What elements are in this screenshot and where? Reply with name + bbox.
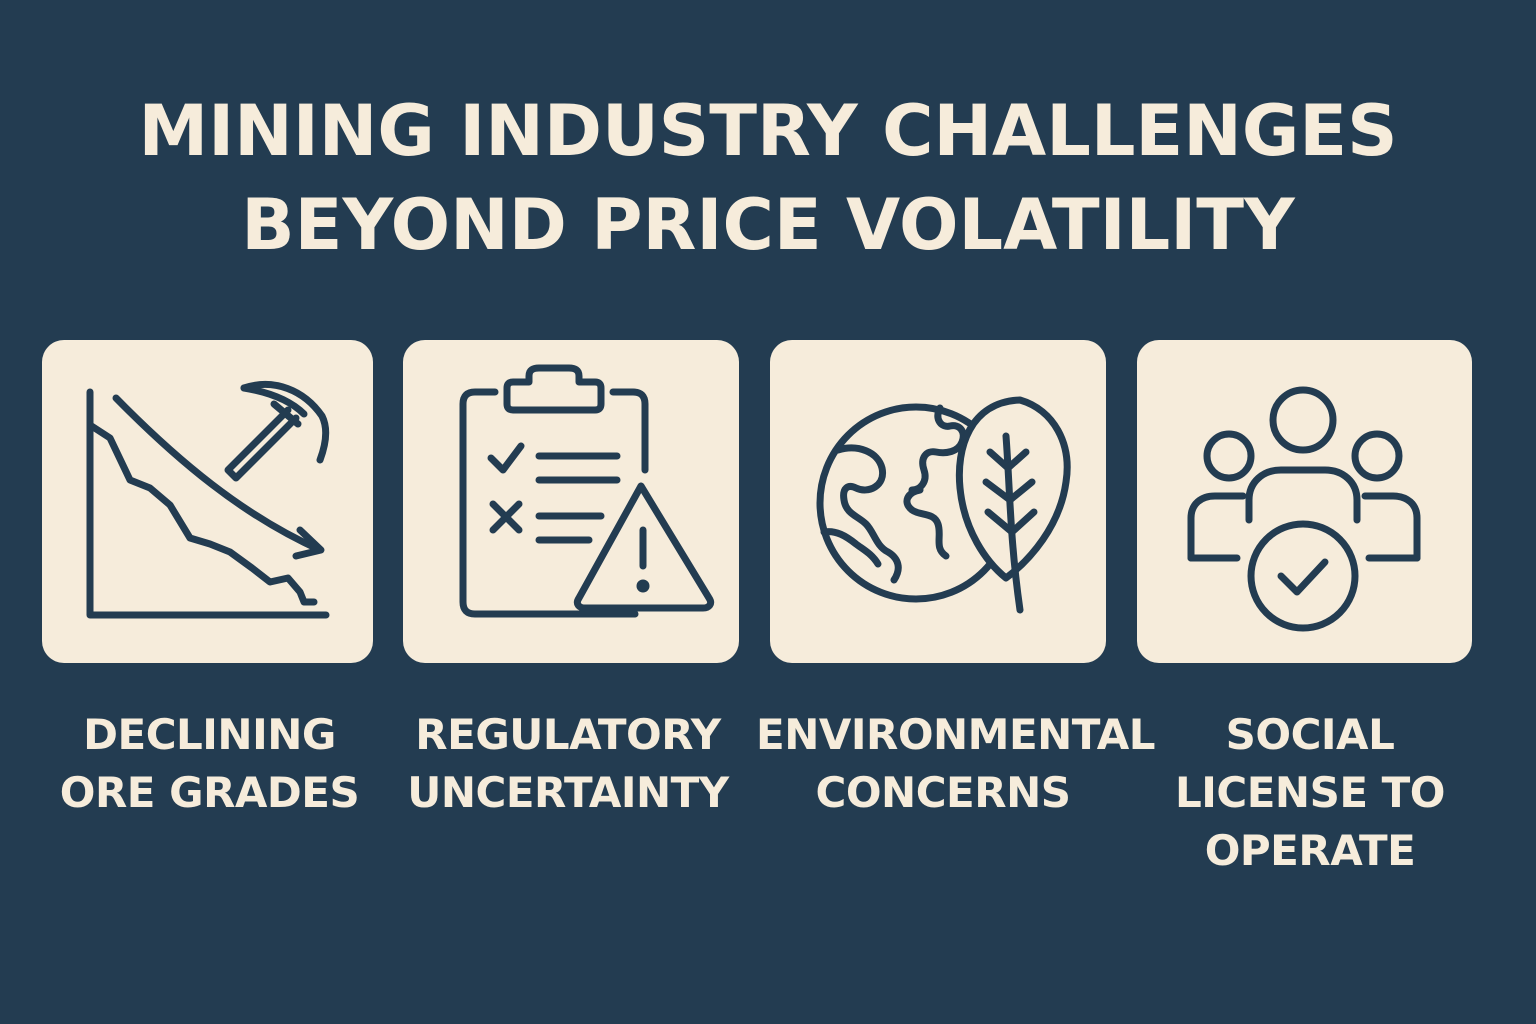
title-line-2: BEYOND PRICE VOLATILITY — [241, 184, 1295, 266]
page-title: MINING INDUSTRY CHALLENGES BEYOND PRICE … — [0, 84, 1536, 272]
clipboard-warning-icon — [459, 364, 715, 618]
card-declining-ore-grades — [42, 340, 373, 663]
card-regulatory-uncertainty — [403, 340, 739, 663]
card-environmental-concerns — [770, 340, 1106, 663]
community-check-icon — [1187, 386, 1421, 632]
label-declining-ore-grades: DECLINING ORE GRADES — [59, 710, 360, 817]
title-line-1: MINING INDUSTRY CHALLENGES — [138, 90, 1398, 172]
card-social-license — [1137, 340, 1472, 663]
label-regulatory-uncertainty: REGULATORY UNCERTAINTY — [407, 710, 729, 817]
label-environmental-concerns: ENVIRONMENTAL CONCERNS — [756, 710, 1155, 817]
label-social-license: SOCIAL LICENSE TO OPERATE — [1175, 710, 1445, 875]
declining-chart-pickaxe-icon — [86, 381, 330, 619]
globe-leaf-icon — [816, 396, 1071, 614]
